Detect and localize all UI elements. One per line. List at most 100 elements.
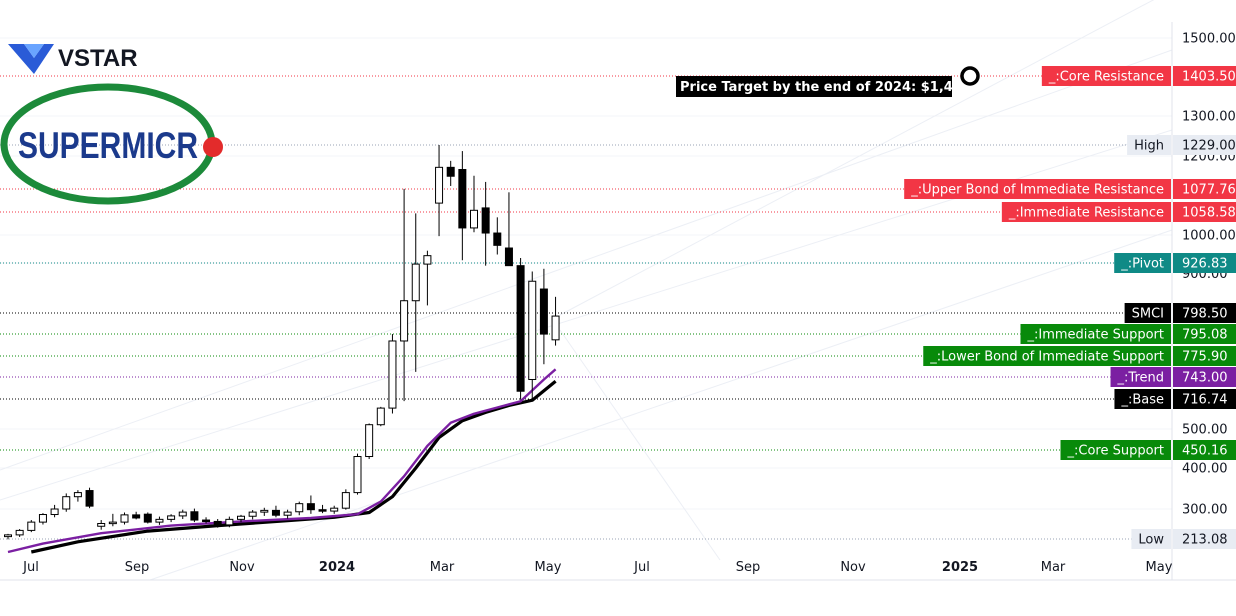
candle-body (97, 522, 106, 527)
candle-body (481, 207, 490, 234)
candle (97, 520, 106, 530)
candle (504, 192, 513, 267)
candle (260, 507, 269, 516)
level-value-bg (1173, 389, 1236, 409)
candle (248, 510, 257, 520)
level-value-bg (1173, 324, 1236, 344)
candle-body (38, 514, 47, 523)
x-tick-label: May (1146, 560, 1173, 575)
candle (458, 151, 467, 261)
x-tick-label: Nov (229, 560, 255, 575)
level-name-bg (1114, 389, 1171, 409)
candle (283, 509, 292, 519)
moving-average-lines (7, 368, 557, 554)
candle (50, 504, 59, 518)
y-tick-label: 1500.00 (1182, 32, 1236, 47)
grid-lines (0, 0, 1173, 581)
level-name-bg (1124, 303, 1171, 323)
candle (271, 505, 280, 518)
candle (178, 509, 187, 520)
candle (108, 513, 117, 527)
candle-body (539, 288, 548, 335)
candle-body (458, 168, 467, 229)
level-name-bg (1041, 66, 1171, 86)
candle-body (108, 521, 117, 525)
candle-body (237, 515, 245, 520)
x-tick-label: Nov (840, 560, 866, 575)
candle (493, 217, 502, 255)
vstar-wordmark: VSTAR (58, 45, 138, 72)
candle-body (318, 509, 327, 512)
level-name: _:Pivot (1120, 257, 1164, 272)
level-value-bg (1173, 346, 1236, 366)
price-target-text: Price Target by the end of 2024: $1,400 (680, 80, 971, 95)
candle-body (167, 515, 176, 520)
candle (528, 271, 537, 400)
candle (411, 213, 420, 372)
level-value: 450.16 (1182, 444, 1228, 459)
purple-trend-line (7, 368, 557, 554)
level-value: 1058.58 (1182, 206, 1236, 221)
level-name-bg (1131, 529, 1171, 549)
level-value-bg (1173, 66, 1236, 86)
level-badge: _:Pivot 926.83 (1114, 253, 1236, 273)
candle (516, 257, 525, 400)
x-tick-label: 2024 (319, 560, 355, 575)
candle (120, 512, 129, 525)
candle (470, 175, 478, 233)
candle-body (260, 509, 269, 513)
candle (190, 508, 199, 523)
candle (365, 423, 374, 460)
level-value-bg (1173, 179, 1236, 199)
level-value: 798.50 (1182, 307, 1228, 322)
level-name: _:Core Resistance (1048, 70, 1164, 85)
candle (353, 453, 362, 495)
level-value: 795.08 (1182, 328, 1228, 343)
level-badge: SMCI 798.50 (1124, 303, 1236, 323)
candle-body (27, 521, 36, 531)
level-value: 1077.76 (1182, 183, 1236, 198)
candle (551, 296, 560, 346)
level-name: _:Immediate Support (1027, 328, 1165, 343)
candle-body (376, 407, 385, 426)
candles (4, 145, 560, 540)
candle-body (411, 263, 420, 302)
candle (15, 529, 24, 537)
candle-body (353, 456, 362, 494)
candle (38, 513, 47, 525)
level-value-bg (1173, 135, 1236, 155)
candle (481, 181, 490, 266)
level-name: _:Lower Bond of Immediate Support (929, 350, 1164, 365)
candle (330, 505, 339, 514)
level-name-bg (1127, 135, 1171, 155)
candle (155, 516, 164, 525)
candle-body (85, 490, 94, 507)
x-axis: Jul Sep Nov 2024 Mar May Jul Sep Nov 2025 Mar May (22, 560, 1173, 575)
level-badge: _:Immediate Support 795.08 (1020, 324, 1236, 344)
level-name-bg (1020, 324, 1171, 344)
level-badge: Low 213.08 (1131, 529, 1236, 549)
vstar-icon (8, 44, 54, 74)
candle-body (50, 508, 59, 516)
candle (388, 334, 397, 414)
candle (306, 495, 315, 514)
candle-body (283, 511, 292, 516)
level-name: _:Core Support (1067, 444, 1165, 459)
x-tick-label: Sep (125, 560, 150, 575)
candle-body (330, 507, 339, 512)
candle-body (528, 280, 537, 381)
level-name: _:Trend (1117, 371, 1164, 386)
base-trend-line (30, 379, 557, 554)
candle-body (400, 300, 409, 342)
candle (143, 512, 152, 524)
level-value: 1403.50 (1182, 70, 1236, 85)
candle-body (225, 518, 234, 526)
candle (446, 160, 455, 186)
supermicro-logo: SUPERMICR (0, 83, 223, 205)
level-value: 716.74 (1182, 393, 1228, 408)
level-value: 926.83 (1182, 257, 1228, 272)
candle-body (213, 520, 222, 526)
x-tick-label: Sep (736, 560, 761, 575)
level-badge: _:Trend 743.00 (1110, 367, 1236, 387)
